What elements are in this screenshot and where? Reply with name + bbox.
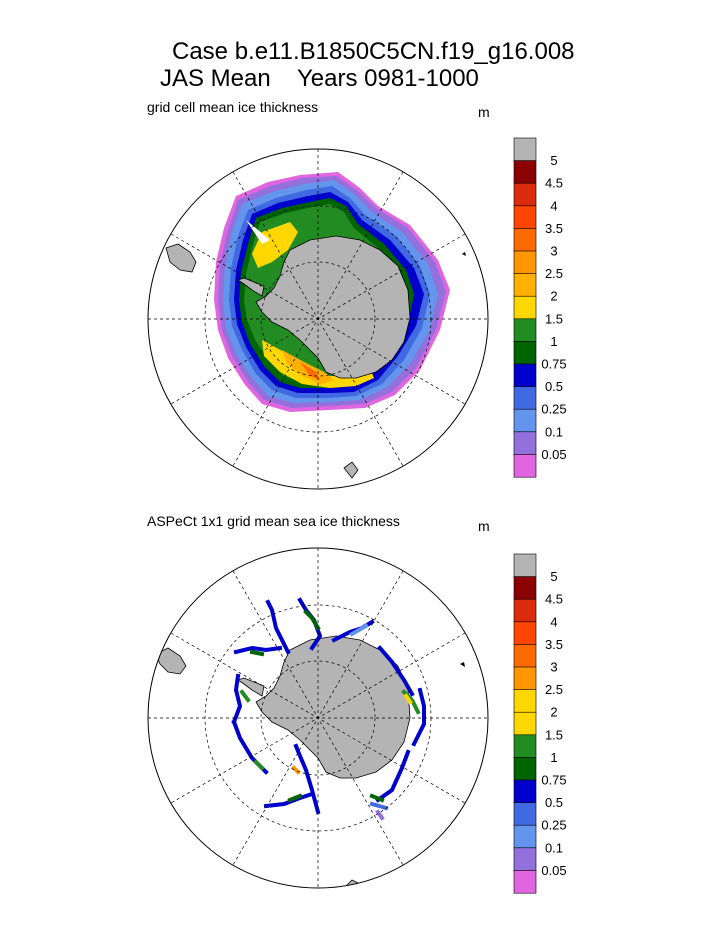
colorbar-swatch bbox=[513, 870, 537, 894]
panel2-title: ASPeCt 1x1 grid mean sea ice thickness bbox=[147, 513, 400, 529]
map-top-border bbox=[147, 148, 489, 490]
colorbar-swatch bbox=[513, 711, 537, 736]
colorbar-swatch bbox=[513, 666, 537, 691]
figure-title-line2: JAS Mean Years 0981-1000 bbox=[160, 65, 479, 92]
antarctica-landmass bbox=[255, 235, 411, 379]
colorbar-swatch bbox=[513, 454, 537, 478]
colorbar-swatch bbox=[513, 576, 537, 600]
colorbar-swatch bbox=[513, 553, 537, 578]
colorbar-label: 0.1 bbox=[545, 424, 563, 439]
antarctic-peninsula bbox=[237, 277, 265, 297]
colorbar-top: 5 4.5 4 3.5 3 2.5 2 1.5 1 0.75 0.5 0.25 0.1 0.05 bbox=[513, 137, 567, 478]
colorbar-label: 0.05 bbox=[541, 863, 566, 878]
colorbar-label: 3.5 bbox=[545, 637, 563, 652]
colorbar-swatch bbox=[513, 824, 537, 849]
colorbar-swatch bbox=[513, 621, 537, 645]
ship-tracks bbox=[231, 597, 426, 821]
panel1-title: grid cell mean ice thickness bbox=[147, 99, 319, 115]
map-bottom-border bbox=[147, 547, 489, 889]
colorbar-label: 2.5 bbox=[545, 266, 563, 281]
island-east bbox=[462, 252, 466, 256]
colorbar-bottom: 5 4.5 4 3.5 3 2.5 2 1.5 1 0.75 0.5 0.25 0.1 0.05 bbox=[513, 553, 567, 894]
data-gap bbox=[246, 220, 270, 244]
colorbar-label: 4 bbox=[550, 614, 557, 629]
colorbar-swatch bbox=[513, 757, 537, 781]
panel1-units: m bbox=[478, 104, 490, 120]
south-america-tip bbox=[165, 243, 197, 273]
island-east-2 bbox=[460, 662, 465, 667]
south-america-tip-2 bbox=[155, 647, 187, 675]
colorbar-label: 5 bbox=[550, 153, 557, 168]
panel2-units: m bbox=[478, 518, 490, 534]
colorbar-swatch bbox=[513, 363, 537, 388]
colorbar-label: 0.25 bbox=[541, 402, 566, 417]
colorbar-label: 2 bbox=[550, 705, 557, 720]
colorbar-swatch bbox=[513, 273, 537, 297]
colorbar-label: 3.5 bbox=[545, 221, 563, 236]
colorbar-swatch bbox=[513, 205, 537, 229]
colorbar-label: 0.5 bbox=[545, 795, 563, 810]
colorbar-label: 4 bbox=[550, 198, 557, 213]
colorbar-swatch bbox=[513, 386, 537, 410]
colorbar-label: 0.25 bbox=[541, 818, 566, 833]
colorbar-swatch bbox=[513, 598, 537, 623]
colorbar-label: 0.75 bbox=[541, 357, 566, 372]
colorbar-swatch bbox=[513, 802, 537, 826]
colorbar-label: 1.5 bbox=[545, 311, 563, 326]
colorbar-label: 2 bbox=[550, 289, 557, 304]
colorbar-label: 4.5 bbox=[545, 592, 563, 607]
colorbar-swatch bbox=[513, 779, 537, 804]
colorbar-label: 5 bbox=[550, 569, 557, 584]
colorbar-label: 4.5 bbox=[545, 176, 563, 191]
colorbar-swatch bbox=[513, 318, 537, 342]
colorbar-label: 1.5 bbox=[545, 727, 563, 742]
colorbar-label: 1 bbox=[550, 334, 557, 349]
figure-title-line1: Case b.e11.B1850C5CN.f19_g16.008 bbox=[172, 38, 575, 65]
antarctic-peninsula-2 bbox=[237, 677, 265, 697]
colorbar-swatch bbox=[513, 644, 537, 668]
colorbar-label: 1 bbox=[550, 750, 557, 765]
colorbar-swatch bbox=[513, 734, 537, 758]
colorbar-label: 3 bbox=[550, 660, 557, 675]
colorbar-swatch bbox=[513, 228, 537, 252]
colorbar-swatch bbox=[513, 160, 537, 184]
colorbar-swatch bbox=[513, 250, 537, 275]
colorbar-swatch bbox=[513, 137, 537, 162]
colorbar-label: 0.5 bbox=[545, 379, 563, 394]
colorbar-swatch bbox=[513, 689, 537, 713]
map-bottom-grid bbox=[148, 548, 488, 888]
colorbar-label: 3 bbox=[550, 244, 557, 259]
colorbar-swatch bbox=[513, 341, 537, 365]
colorbar-label: 0.75 bbox=[541, 773, 566, 788]
colorbar-swatch bbox=[513, 847, 537, 871]
colorbar-label: 2.5 bbox=[545, 682, 563, 697]
colorbar-label: 0.1 bbox=[545, 840, 563, 855]
colorbar-swatch bbox=[513, 295, 537, 320]
new-zealand bbox=[343, 461, 359, 479]
map-top-grid bbox=[148, 149, 488, 489]
colorbar-swatch bbox=[513, 431, 537, 455]
colorbar-swatch bbox=[513, 408, 537, 433]
colorbar-label: 0.05 bbox=[541, 447, 566, 462]
colorbar-swatch bbox=[513, 182, 537, 207]
ice-band-3 bbox=[300, 362, 320, 380]
